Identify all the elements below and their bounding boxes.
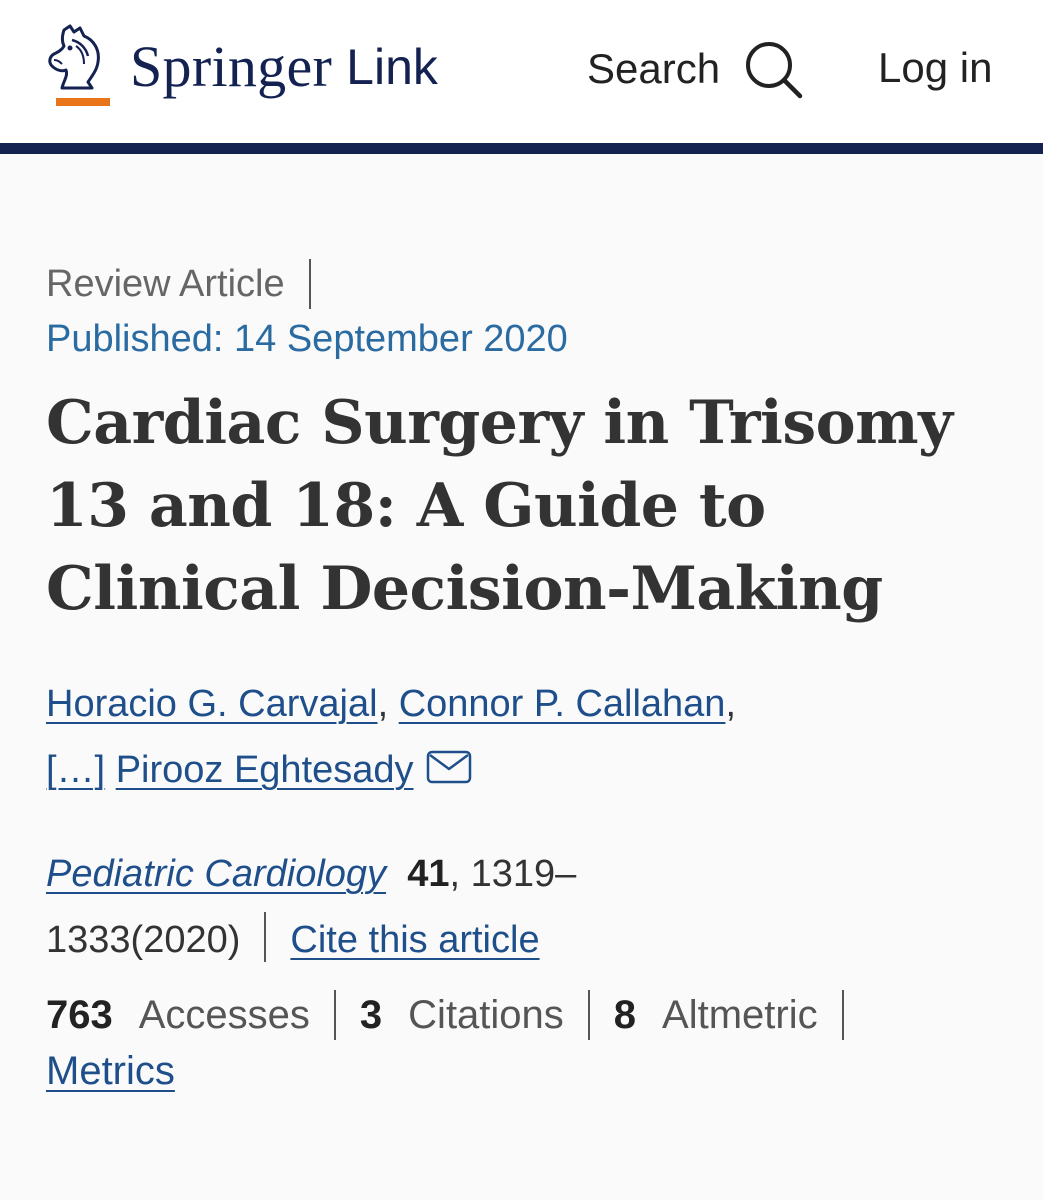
article-metrics: 763 Accesses 3 Citations 8 Altmetric Met… [46,987,1006,1099]
show-all-authors-button[interactable]: […] [46,749,106,791]
article-title: Cardiac Surgery in Trisomy 13 and 18: A … [46,388,953,624]
altmetric-count: 8 [613,993,637,1037]
author-separator: , [725,683,736,725]
author-list: Horacio G. Carvajal, Connor P. Callahan,… [46,671,1006,803]
article-header: Review Article Published: 14 September 2… [46,256,1006,1099]
site-header: Springer Link Search Log in [0,0,1043,154]
author-link[interactable]: Connor P. Callahan [398,683,726,725]
horse-head-logo-icon [48,24,110,106]
metrics-link[interactable]: Metrics [46,1049,175,1093]
citations-count: 3 [359,993,383,1037]
mail-icon[interactable] [426,750,472,784]
accesses-count: 763 [46,993,113,1037]
citations-label: Citations [408,993,564,1037]
search-icon [746,42,803,99]
separator [587,990,590,1040]
altmetric-label: Altmetric [662,993,818,1037]
cite-this-article-link[interactable]: Cite this article [290,919,540,961]
springer-link-logo[interactable]: Springer Link [44,22,438,112]
brand-name: Springer [130,34,333,99]
separator [264,912,267,962]
article-type: Review Article [46,263,285,305]
journal-pages-end: 1333(2020) [46,919,241,961]
accesses-label: Accesses [138,993,310,1037]
journal-info: Pediatric Cardiology 41, 1319– 1333(2020… [46,841,1006,973]
journal-volume: 41 [407,853,450,895]
search-button[interactable]: Search [587,38,804,100]
separator [841,990,844,1040]
journal-link[interactable]: Pediatric Cardiology [46,853,387,895]
login-link[interactable]: Log in [878,44,993,91]
separator [308,259,311,309]
published-date: Published: 14 September 2020 [46,318,568,360]
journal-pages-start: , 1319– [449,853,577,895]
article-meta: Review Article [46,256,1006,312]
search-label: Search [587,45,721,92]
corresponding-author-link[interactable]: Pirooz Eghtesady [115,749,414,791]
separator [333,990,336,1040]
author-separator: , [377,683,389,725]
author-link[interactable]: Horacio G. Carvajal [46,683,378,725]
brand-suffix: Link [346,39,438,95]
